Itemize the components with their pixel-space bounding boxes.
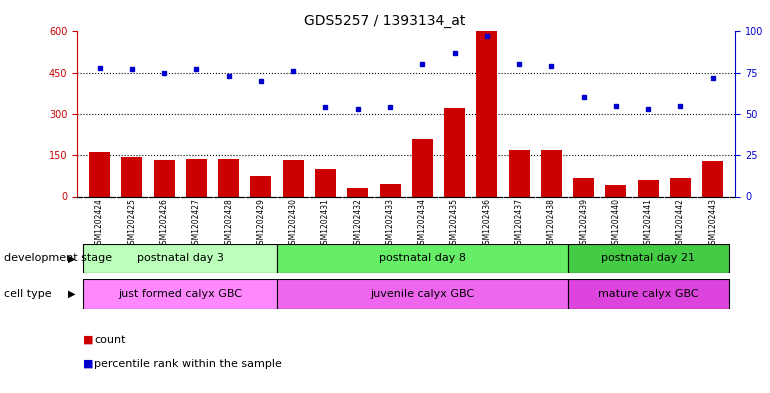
Bar: [89, 152, 110, 196]
Bar: [638, 180, 658, 196]
Text: ■: ■: [83, 358, 94, 369]
Bar: [122, 157, 142, 196]
Bar: [83, 244, 277, 273]
Bar: [347, 188, 368, 196]
Bar: [250, 176, 272, 196]
Bar: [541, 150, 562, 196]
Bar: [509, 150, 530, 196]
Bar: [83, 279, 277, 309]
Bar: [702, 161, 723, 196]
Bar: [277, 244, 567, 273]
Text: postnatal day 3: postnatal day 3: [137, 253, 224, 263]
Bar: [477, 31, 497, 196]
Bar: [154, 160, 175, 196]
Bar: [380, 184, 400, 196]
Text: percentile rank within the sample: percentile rank within the sample: [94, 358, 282, 369]
Text: ■: ■: [83, 335, 94, 345]
Text: postnatal day 8: postnatal day 8: [379, 253, 466, 263]
Bar: [186, 158, 207, 196]
Bar: [444, 108, 465, 196]
Bar: [283, 160, 303, 196]
Bar: [277, 279, 567, 309]
Text: postnatal day 21: postnatal day 21: [601, 253, 695, 263]
Text: count: count: [94, 335, 126, 345]
Text: cell type: cell type: [4, 289, 52, 299]
Text: development stage: development stage: [4, 253, 112, 263]
Text: GDS5257 / 1393134_at: GDS5257 / 1393134_at: [304, 14, 466, 28]
Bar: [315, 169, 336, 196]
Bar: [412, 139, 433, 196]
Bar: [218, 158, 239, 196]
Text: juvenile calyx GBC: juvenile calyx GBC: [370, 289, 474, 299]
Bar: [567, 279, 729, 309]
Bar: [567, 244, 729, 273]
Text: ▶: ▶: [68, 253, 75, 263]
Bar: [605, 185, 627, 196]
Bar: [573, 178, 594, 196]
Text: mature calyx GBC: mature calyx GBC: [598, 289, 698, 299]
Text: just formed calyx GBC: just formed calyx GBC: [119, 289, 243, 299]
Bar: [670, 178, 691, 196]
Text: ▶: ▶: [68, 289, 75, 299]
